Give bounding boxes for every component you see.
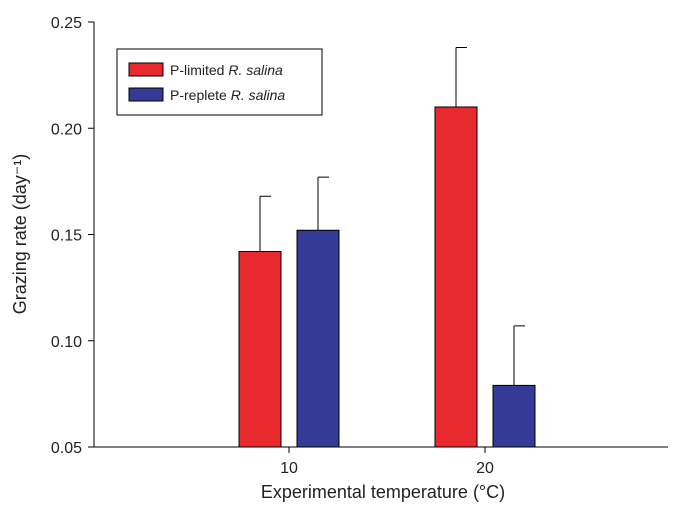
bar-p-replete-10 [296, 229, 340, 448]
legend-label-p-limited-prefix: P-limited [170, 62, 224, 78]
y-tick-label: 0.10 [51, 334, 82, 351]
bar-p-limited-10 [238, 251, 282, 448]
x-ticks: 10 20 [280, 447, 494, 477]
legend-box [116, 48, 323, 116]
y-tick-label: 0.05 [51, 440, 82, 457]
x-tick-label: 20 [476, 460, 494, 477]
legend-label-p-replete-species: R. salina [231, 87, 286, 103]
legend-swatch-p-limited [128, 62, 164, 77]
y-tick-label: 0.20 [51, 121, 82, 138]
legend-swatch-p-replete [128, 87, 164, 102]
x-axis-title: Experimental temperature (°C) [261, 482, 505, 502]
x-tick-label: 10 [280, 460, 298, 477]
y-tick-label: 0.15 [51, 228, 82, 245]
legend-label-p-limited-species: R. salina [228, 62, 283, 78]
y-axis-title: Grazing rate (day⁻¹) [10, 154, 30, 315]
y-tick-label: 0.25 [51, 15, 82, 32]
bar-p-replete-20 [492, 384, 536, 448]
bars [238, 47, 536, 448]
legend-label-p-replete: P-replete R. salina [170, 87, 285, 103]
legend-label-p-limited: P-limited R. salina [170, 62, 283, 78]
y-ticks: 0.05 0.10 0.15 0.20 0.25 [51, 15, 94, 457]
legend-label-p-replete-prefix: P-replete [170, 87, 227, 103]
legend: P-limited R. salina P-replete R. salina [116, 48, 323, 116]
bar-p-limited-20 [434, 106, 478, 448]
